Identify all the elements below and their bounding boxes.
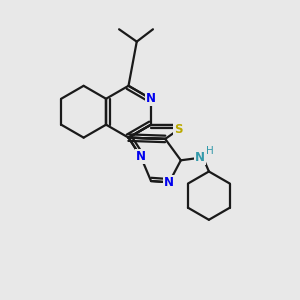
Text: H: H — [206, 146, 213, 157]
Text: S: S — [174, 123, 182, 136]
Text: N: N — [146, 92, 156, 105]
Text: N: N — [136, 150, 146, 163]
Text: N: N — [195, 151, 205, 164]
Text: N: N — [164, 176, 174, 189]
